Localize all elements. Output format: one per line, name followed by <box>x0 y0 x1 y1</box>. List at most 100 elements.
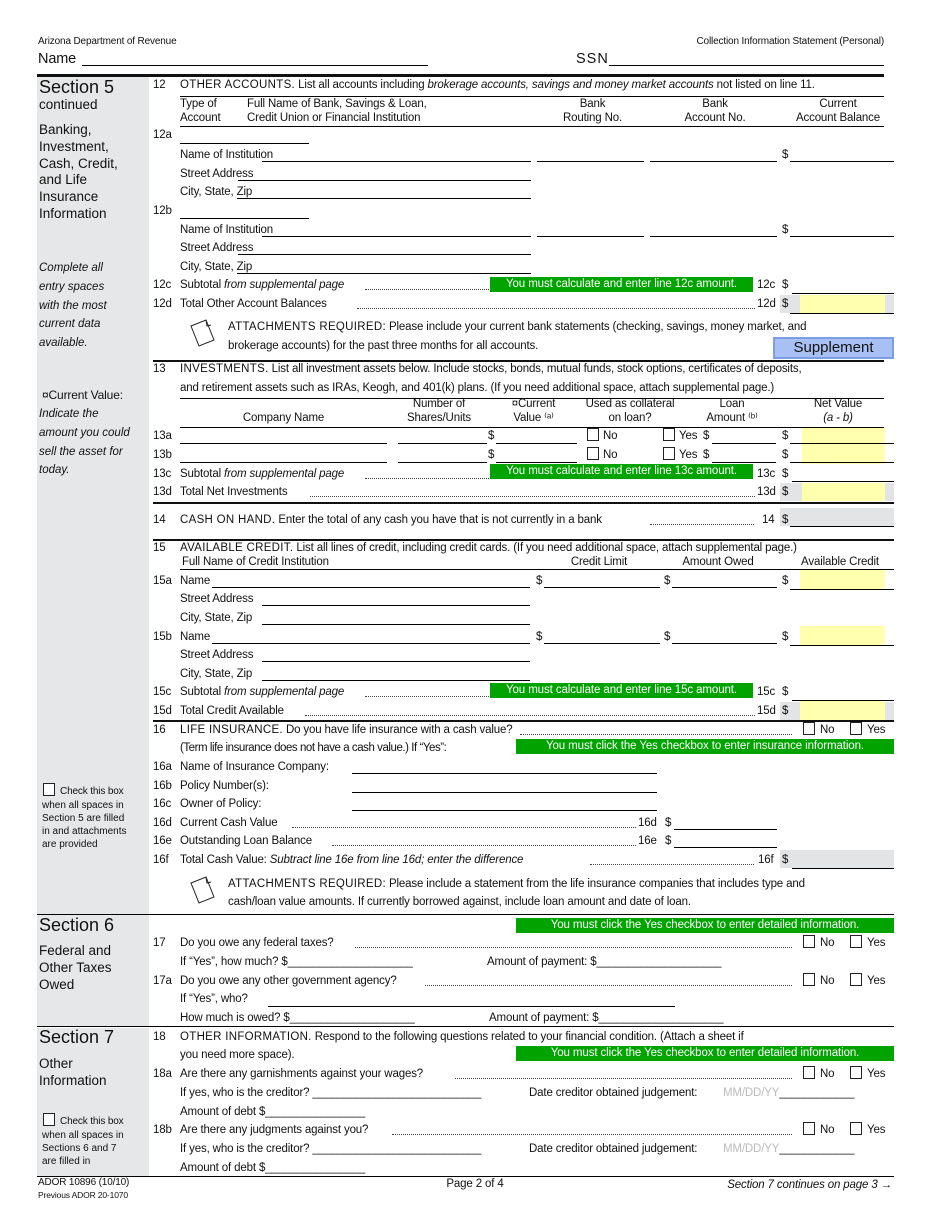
line-12b-street-field[interactable] <box>238 254 531 255</box>
other-agency-payment-field[interactable]: Amount of payment: $____________________ <box>489 1012 724 1024</box>
line-15a-name-field[interactable] <box>212 587 530 588</box>
col-collateral: Used as collateral on loan? <box>585 398 675 424</box>
line-15b-street-field[interactable] <box>262 661 530 662</box>
line-12a-institution-field[interactable] <box>262 161 531 162</box>
line-15d-total-field[interactable] <box>800 701 885 720</box>
insurance-company-field[interactable] <box>352 773 657 774</box>
line-12a-street-field[interactable] <box>238 180 531 181</box>
line-15c-number: 15c <box>153 686 172 698</box>
life-insurance-yes-checkbox[interactable] <box>850 722 862 735</box>
street-address-label: Street Address <box>180 649 254 661</box>
policy-owner-field[interactable] <box>352 810 657 811</box>
line-13b-collateral-no-checkbox[interactable] <box>587 447 599 460</box>
line-12b-account-type-field[interactable] <box>180 218 309 219</box>
line-12a-account-type-field[interactable] <box>180 143 309 144</box>
line-15a-amount-owed-field[interactable] <box>672 587 777 588</box>
line-12a-balance-field[interactable] <box>790 161 894 162</box>
line-15b-amount-owed-field[interactable] <box>672 643 777 644</box>
garnishments-creditor-field[interactable]: If yes, who is the creditor? ___________… <box>180 1087 482 1099</box>
other-agency-who-field[interactable] <box>268 1006 675 1007</box>
garnishments-date-field[interactable]: MM/DD/YY____________ <box>723 1086 854 1100</box>
line-13a-collateral-no-checkbox[interactable] <box>587 428 599 441</box>
line-12a-routing-field[interactable] <box>537 161 644 162</box>
line-13d-total-field[interactable] <box>802 483 885 501</box>
line-13a-company-field[interactable] <box>180 443 387 444</box>
federal-taxes-no-checkbox[interactable] <box>803 935 815 948</box>
street-address-label: Street Address <box>180 168 254 180</box>
other-agency-owed-field[interactable]: How much is owed? $____________________ <box>180 1012 415 1024</box>
total-cash-value-field[interactable] <box>792 868 894 869</box>
line-16c-number: 16c <box>153 798 172 810</box>
section-5-complete-checkbox[interactable] <box>43 783 55 796</box>
line-13b-collateral-yes-checkbox[interactable] <box>663 447 675 460</box>
line-12b-balance-field[interactable] <box>790 236 894 237</box>
line-13a-value-field[interactable] <box>496 443 577 444</box>
line-15-text: List all lines of credit, including cred… <box>296 542 797 554</box>
current-cash-value-field[interactable] <box>674 829 777 830</box>
line-15b-available-field[interactable] <box>800 626 885 646</box>
line-12b-city-field[interactable] <box>237 273 531 274</box>
name-field[interactable] <box>82 65 428 66</box>
line-12c-amount-field[interactable] <box>792 293 894 294</box>
judgments-no-checkbox[interactable] <box>803 1122 815 1135</box>
line-17-question: Do you owe any federal taxes? <box>180 937 334 949</box>
current-value-label: ¤Current Value: <box>42 388 123 402</box>
line-15c-amount-field[interactable] <box>792 700 894 701</box>
life-insurance-no-checkbox[interactable] <box>803 722 815 735</box>
line-13a-shares-field[interactable] <box>398 443 487 444</box>
line-12a-account-field[interactable] <box>650 161 777 162</box>
name-label: Name <box>38 51 77 67</box>
section-5-check-note: when all spaces in Section 5 are filled … <box>42 800 127 850</box>
judgments-debt-field[interactable]: Amount of debt $________________ <box>180 1162 366 1174</box>
line-18a-question: Are there any garnishments against your … <box>180 1068 424 1080</box>
garnishments-debt-field[interactable]: Amount of debt $________________ <box>180 1106 366 1118</box>
line-14-amount-field[interactable] <box>790 526 894 527</box>
judgments-yes-checkbox[interactable] <box>850 1122 862 1135</box>
line-15a-available-field[interactable] <box>800 570 885 590</box>
institution-name-label: Name of Institution <box>180 149 274 161</box>
line-15a-city-field[interactable] <box>262 624 530 625</box>
net-value-fields[interactable] <box>802 428 885 464</box>
line-16-attachments-text-2: cash/loan value amounts. If currently bo… <box>228 896 691 908</box>
line-13a-loan-field[interactable] <box>712 443 776 444</box>
line-15d-ref: 15d <box>757 705 776 717</box>
ssn-field[interactable] <box>609 65 884 66</box>
line-13b-net-field[interactable] <box>790 462 894 463</box>
line-15a-credit-limit-field[interactable] <box>544 587 660 588</box>
line-12b-account-field[interactable] <box>650 236 777 237</box>
federal-taxes-how-much-field[interactable]: If “Yes”, how much? $___________________… <box>180 956 413 968</box>
garnishments-yes-checkbox[interactable] <box>850 1066 862 1079</box>
section-7-check-note: when all spaces in Sections 6 and 7 are … <box>42 1130 124 1167</box>
section-7-complete-checkbox[interactable] <box>43 1113 55 1126</box>
supplement-button[interactable]: Supplement <box>773 337 894 359</box>
line-17a-who-label: If “Yes”, who? <box>180 993 248 1005</box>
section-7-title: Section 7 <box>39 1027 115 1047</box>
line-15b-city-field[interactable] <box>262 680 530 681</box>
other-agency-yes-checkbox[interactable] <box>850 973 862 986</box>
line-13a-collateral-yes-checkbox[interactable] <box>663 428 675 441</box>
line-12a-city-field[interactable] <box>237 198 531 199</box>
judgments-date-field[interactable]: MM/DD/YY____________ <box>723 1142 854 1156</box>
line-15b-credit-limit-field[interactable] <box>544 643 660 644</box>
line-13b-company-field[interactable] <box>180 462 387 463</box>
line-12d-total-field[interactable] <box>800 295 885 313</box>
line-12b-routing-field[interactable] <box>537 236 644 237</box>
line-15a-street-field[interactable] <box>262 605 530 606</box>
line-13c-amount-field[interactable] <box>792 481 894 482</box>
line-12b-institution-field[interactable] <box>262 236 531 237</box>
line-13b-shares-field[interactable] <box>398 462 487 463</box>
line-13a-net-field[interactable] <box>790 443 894 444</box>
garnishments-no-checkbox[interactable] <box>803 1066 815 1079</box>
line-15-number: 15 <box>153 542 166 554</box>
judgments-creditor-field[interactable]: If yes, who is the creditor? ___________… <box>180 1143 482 1155</box>
line-13b-value-field[interactable] <box>496 462 577 463</box>
line-16-heading: LIFE INSURANCE. Do you have life insuran… <box>180 723 513 737</box>
federal-taxes-payment-field[interactable]: Amount of payment: $____________________ <box>487 956 722 968</box>
line-15b-name-field[interactable] <box>212 643 530 644</box>
federal-taxes-yes-checkbox[interactable] <box>850 935 862 948</box>
dollar-sign: $ <box>782 686 789 698</box>
line-13b-loan-field[interactable] <box>712 462 776 463</box>
policy-number-field[interactable] <box>352 792 657 793</box>
other-agency-no-checkbox[interactable] <box>803 973 815 986</box>
outstanding-loan-field[interactable] <box>674 847 777 848</box>
